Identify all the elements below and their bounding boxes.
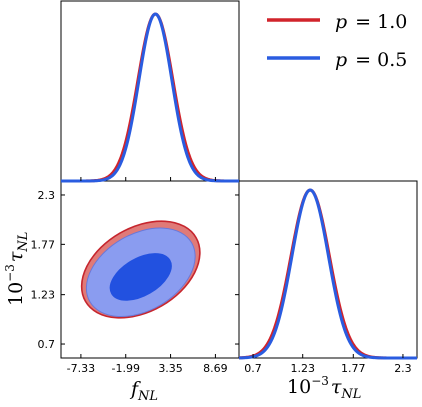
fnl-curve-p05 — [60, 12, 240, 183]
joint-ytick-label: 1.77 — [31, 238, 56, 251]
right-xtick-label: 1.23 — [290, 362, 315, 375]
joint-xtick-label: -1.99 — [112, 362, 140, 375]
svg-text:10−3τNL: 10−3τNL — [3, 232, 31, 306]
joint-xtick-label: 8.69 — [203, 362, 228, 375]
right-xtick-label: 2.3 — [394, 362, 412, 375]
right-xtick-label: 1.77 — [341, 362, 366, 375]
legend: p = 1.0 p = 0.5 — [267, 11, 407, 71]
tick-labels: -7.33 -1.99 3.35 8.69 0.7 1.23 1.77 2.3 0.7 1.23 1… — [31, 189, 412, 375]
fnl-marginal-curves — [60, 12, 240, 183]
joint-xtick-label: -7.33 — [67, 362, 95, 375]
joint-xtick-label: 3.35 — [158, 362, 183, 375]
right-xtick-label: 0.7 — [244, 362, 262, 375]
taunl-curve-p05 — [238, 188, 418, 360]
contour-3 — [109, 253, 172, 301]
x-axis-label-fnl: fNL — [129, 378, 158, 404]
y-axis-label-taunl: 10−3τNL — [3, 232, 31, 306]
fnl-curve-p10 — [60, 12, 240, 183]
tick-marks — [61, 177, 404, 358]
joint-ytick-label: 2.3 — [38, 189, 56, 202]
taunl-marginal-frame — [238, 180, 418, 359]
taunl-curve-p10 — [238, 188, 418, 360]
legend-label-p05: p = 0.5 — [335, 49, 407, 71]
taunl-marginal-curves — [238, 188, 418, 360]
joint-ytick-label: 0.7 — [38, 338, 56, 351]
legend-label-p10: p = 1.0 — [335, 11, 407, 33]
joint-contours — [80, 220, 201, 319]
x-axis-label-taunl: 10−3 τNL — [287, 374, 361, 402]
joint-ytick-label: 1.23 — [31, 289, 56, 302]
